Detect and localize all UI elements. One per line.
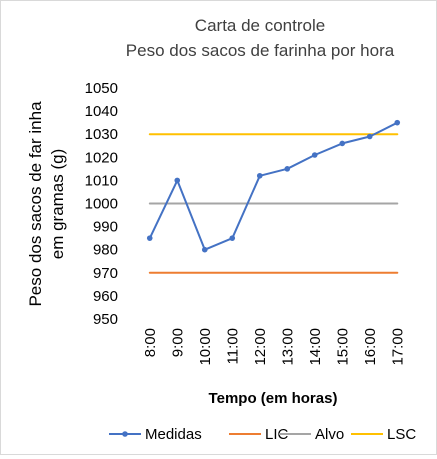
- y-tick-label-990: 990: [93, 219, 118, 236]
- legend-marker-medidas: [122, 431, 128, 437]
- series-line-medidas: [148, 121, 399, 251]
- y-tick-label-1050: 1050: [85, 80, 118, 97]
- y-tick-label-1010: 1010: [85, 172, 118, 189]
- x-tick-label-11-00: 11:00: [224, 328, 241, 364]
- x-tick-label-9-00: 9:00: [169, 328, 186, 357]
- legend-item-lsc: LSC: [351, 426, 416, 443]
- y-axis-ticks: 950 960 970 980 990 1000 1010 1020 1030 1040 1050: [85, 80, 118, 328]
- x-tick-label-13-00: 13:00: [279, 328, 296, 366]
- data-point-medidas-9-00: [174, 177, 181, 184]
- x-tick-label-15-00: 15:00: [334, 328, 351, 366]
- x-tick-label-8-00: 8:00: [142, 328, 159, 357]
- data-point-medidas-10-00: [201, 246, 208, 253]
- series-layer: [146, 119, 401, 274]
- data-point-medidas-14-00: [311, 152, 318, 158]
- legend-label-lsc: LSC: [387, 426, 416, 443]
- chart-subtitle: Peso dos sacos de farinha por hora: [126, 41, 395, 60]
- x-tick-label-16-00: 16:00: [362, 328, 379, 366]
- legend-label-alvo: Alvo: [315, 426, 344, 443]
- data-point-medidas-13-00: [284, 166, 291, 172]
- y-axis-title: Peso dos sacos de far inha em gramas (g): [26, 101, 67, 307]
- x-tick-label-12-00: 12:00: [252, 328, 269, 366]
- legend-item-alvo: Alvo: [279, 426, 344, 443]
- legend-item-lic: LIC: [229, 426, 289, 443]
- chart-title: Carta de controle: [195, 16, 325, 35]
- data-point-medidas-11-00: [229, 235, 236, 241]
- data-point-medidas-15-00: [339, 140, 346, 147]
- data-point-medidas-12-00: [256, 172, 263, 179]
- data-point-medidas-16-00: [366, 133, 373, 140]
- y-tick-label-960: 960: [93, 288, 118, 305]
- legend-label-lic: LIC: [265, 426, 289, 443]
- x-tick-label-17-00: 17:00: [389, 328, 406, 366]
- legend-label-medidas: Medidas: [145, 426, 202, 443]
- y-tick-label-1030: 1030: [85, 126, 118, 143]
- x-axis-ticks: 8:00 9:00 10:00 11:00 12:00 13:00 14:00 15:00 16…: [142, 328, 407, 366]
- data-point-medidas-8-00: [146, 235, 153, 241]
- y-tick-label-1000: 1000: [85, 196, 118, 213]
- x-tick-label-14-00: 14:00: [307, 328, 324, 366]
- x-axis-title: Tempo (em horas): [209, 390, 338, 407]
- y-tick-label-970: 970: [93, 265, 118, 282]
- x-tick-label-10-00: 10:00: [197, 328, 214, 366]
- y-axis-title-line-2: em gramas (g): [48, 149, 67, 260]
- y-axis-title-line-1: Peso dos sacos de far inha: [26, 101, 45, 307]
- y-tick-label-980: 980: [93, 242, 118, 259]
- data-point-medidas-17-00: [394, 119, 401, 126]
- y-tick-label-950: 950: [93, 311, 118, 328]
- legend-item-medidas: Medidas: [109, 426, 202, 443]
- legend: Medidas LIC Alvo LSC: [109, 426, 416, 443]
- y-tick-label-1040: 1040: [85, 103, 118, 120]
- y-tick-label-1020: 1020: [85, 149, 118, 166]
